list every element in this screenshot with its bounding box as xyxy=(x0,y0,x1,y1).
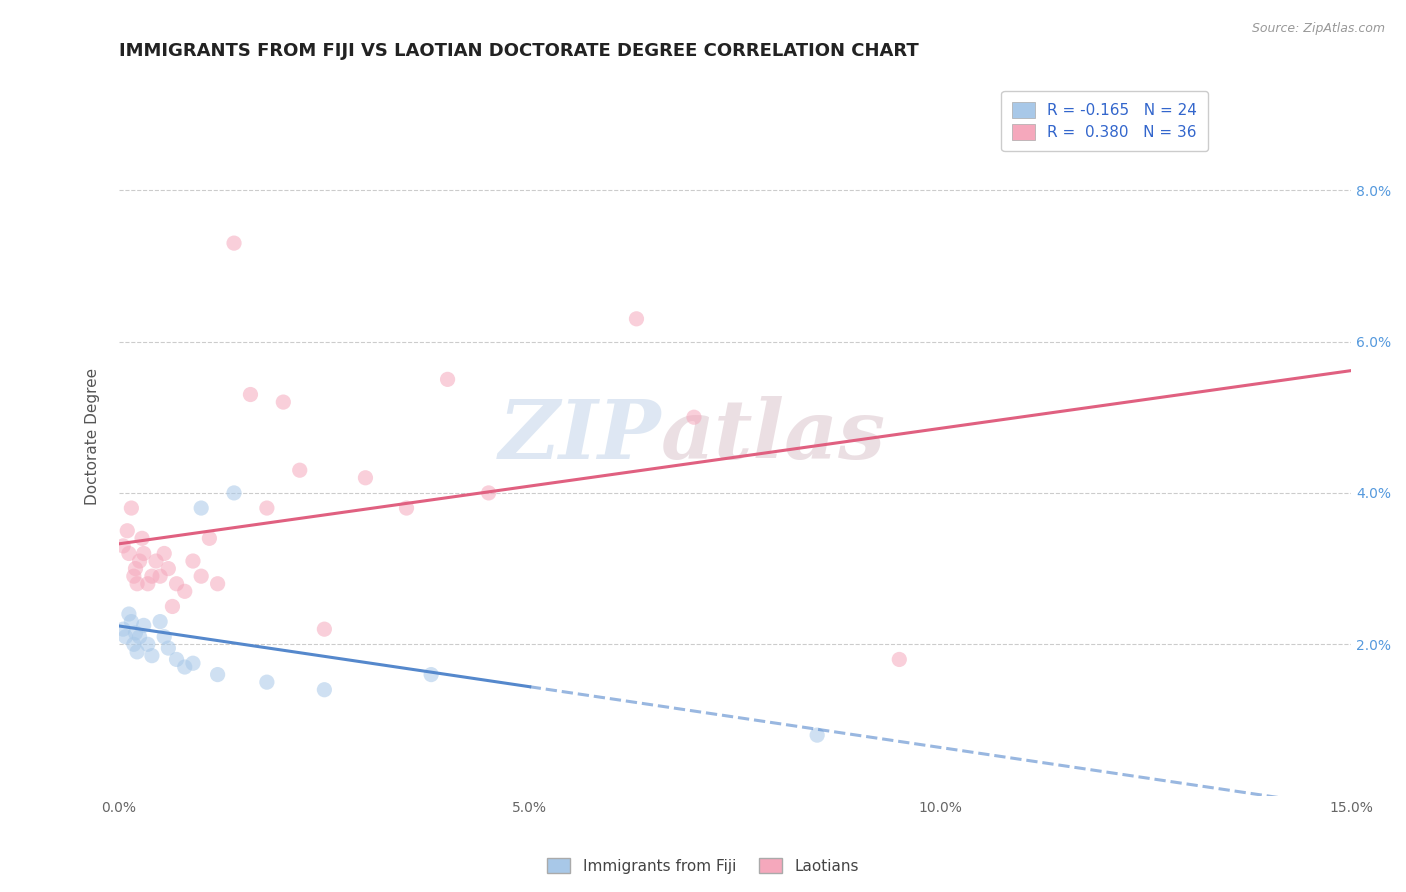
Point xyxy=(157,641,180,656)
Y-axis label: Doctorate Degree: Doctorate Degree xyxy=(86,368,100,505)
Point xyxy=(136,637,159,651)
Text: Source: ZipAtlas.com: Source: ZipAtlas.com xyxy=(1251,22,1385,36)
Point xyxy=(118,607,141,621)
Point xyxy=(395,501,418,516)
Point xyxy=(141,648,163,663)
Point xyxy=(162,599,184,614)
Point xyxy=(222,236,245,251)
Point xyxy=(127,645,149,659)
Point xyxy=(239,387,262,401)
Point xyxy=(112,622,135,636)
Point xyxy=(149,615,172,629)
Point xyxy=(207,667,229,681)
Point xyxy=(256,501,278,516)
Point xyxy=(128,630,150,644)
Point xyxy=(124,561,146,575)
Point xyxy=(141,569,163,583)
Point xyxy=(173,584,195,599)
Point xyxy=(153,630,176,644)
Point xyxy=(117,524,139,538)
Point xyxy=(889,652,911,666)
Point xyxy=(131,532,153,546)
Point xyxy=(157,561,180,575)
Point xyxy=(181,657,204,671)
Point xyxy=(314,622,336,636)
Point xyxy=(190,501,212,516)
Point xyxy=(118,546,141,560)
Point xyxy=(114,630,136,644)
Point xyxy=(806,728,828,742)
Point xyxy=(181,554,204,568)
Legend: Immigrants from Fiji, Laotians: Immigrants from Fiji, Laotians xyxy=(541,852,865,880)
Point xyxy=(354,471,377,485)
Point xyxy=(132,546,155,560)
Point xyxy=(222,486,245,500)
Point xyxy=(120,501,142,516)
Point xyxy=(132,618,155,632)
Point xyxy=(127,576,149,591)
Point xyxy=(124,626,146,640)
Point xyxy=(256,675,278,690)
Text: atlas: atlas xyxy=(661,396,886,476)
Text: IMMIGRANTS FROM FIJI VS LAOTIAN DOCTORATE DEGREE CORRELATION CHART: IMMIGRANTS FROM FIJI VS LAOTIAN DOCTORAT… xyxy=(120,42,918,60)
Point xyxy=(314,682,336,697)
Point xyxy=(149,569,172,583)
Point xyxy=(145,554,167,568)
Point xyxy=(478,486,501,500)
Point xyxy=(112,539,135,553)
Point xyxy=(122,569,145,583)
Point xyxy=(683,410,706,425)
Point xyxy=(128,554,150,568)
Point xyxy=(288,463,311,477)
Point xyxy=(153,546,176,560)
Point xyxy=(198,532,221,546)
Point xyxy=(436,372,458,386)
Point xyxy=(207,576,229,591)
Point xyxy=(136,576,159,591)
Point xyxy=(273,395,295,409)
Point xyxy=(173,660,195,674)
Point xyxy=(190,569,212,583)
Point xyxy=(122,637,145,651)
Text: ZIP: ZIP xyxy=(499,396,661,476)
Legend: R = -0.165   N = 24, R =  0.380   N = 36: R = -0.165 N = 24, R = 0.380 N = 36 xyxy=(1001,91,1208,151)
Point xyxy=(420,667,443,681)
Point xyxy=(166,652,188,666)
Point xyxy=(120,615,142,629)
Point xyxy=(166,576,188,591)
Point xyxy=(626,311,648,326)
